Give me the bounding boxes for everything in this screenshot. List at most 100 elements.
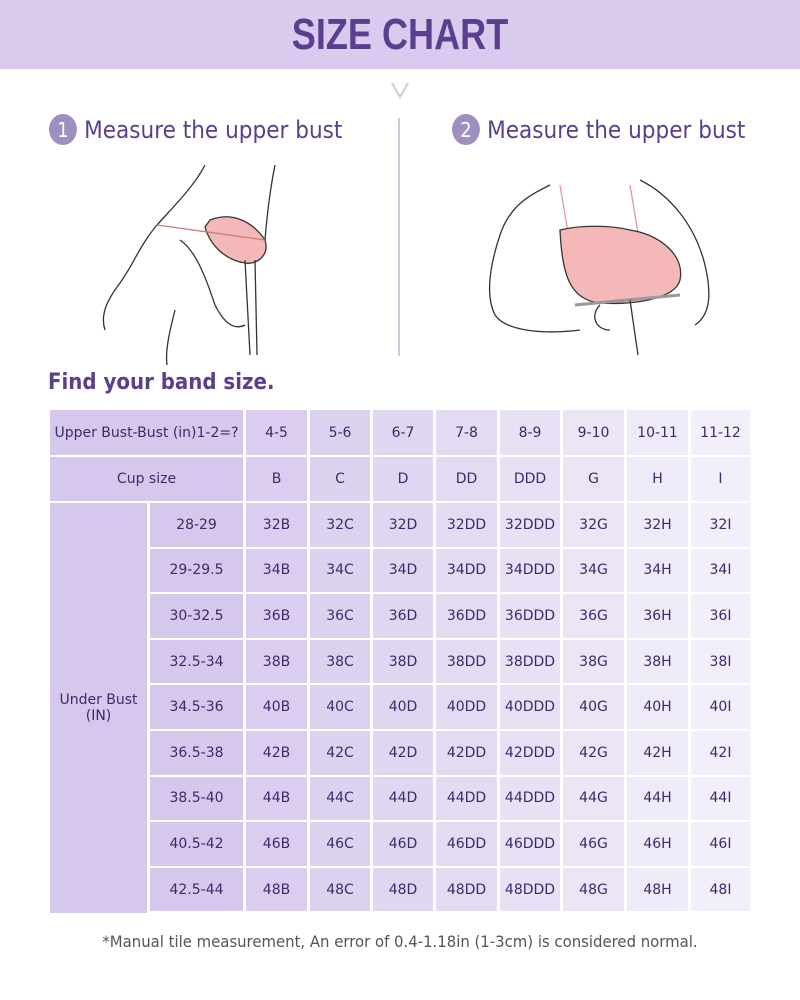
size-cell: 42DD [436, 731, 497, 775]
size-cell: 48D [373, 867, 433, 912]
size-cell: 44DDD [500, 776, 560, 821]
diff-value: 10-11 [627, 410, 688, 455]
diff-value: 9-10 [563, 410, 624, 455]
size-cell: 34D [373, 548, 433, 593]
under-bust-range: 32.5-34 [150, 639, 243, 684]
title-banner: SIZE CHART [0, 0, 800, 69]
cup-value: G [563, 457, 624, 501]
size-cell: 40D [373, 685, 433, 729]
step-label-1: Measure the upper bust [84, 115, 343, 144]
size-cell: 34C [310, 548, 370, 593]
size-cell: 36D [373, 594, 433, 638]
size-cell: 42I [691, 731, 750, 775]
chevron-down-icon [391, 82, 409, 100]
size-cell: 44I [691, 776, 750, 821]
cup-value: H [627, 457, 688, 501]
size-cell: 38I [691, 639, 750, 684]
size-cell: 36C [310, 594, 370, 638]
size-cell: 48DDD [500, 867, 560, 912]
size-cell: 38DDD [500, 639, 560, 684]
size-cell: 48I [691, 867, 750, 912]
size-cell: 46B [246, 822, 307, 866]
size-cell: 48DD [436, 867, 497, 912]
step-number-1: 1 [49, 114, 77, 145]
size-cell: 40G [563, 685, 624, 729]
size-cell: 48G [563, 867, 624, 912]
size-chart-table: Upper Bust-Bust (in)1-2=? Cup size Under B… [50, 410, 750, 913]
diff-value: 11-12 [691, 410, 750, 455]
size-cell: 44DD [436, 776, 497, 821]
upper-bust-illustration-front [488, 179, 710, 356]
step-1: 1 Measure the upper bust [49, 114, 342, 145]
under-bust-range: 40.5-42 [150, 822, 243, 866]
size-cell: 36H [627, 594, 688, 638]
size-cell: 38C [310, 639, 370, 684]
cup-value: I [691, 457, 750, 501]
size-cell: 34DD [436, 548, 497, 593]
size-cell: 42B [246, 731, 307, 775]
under-bust-range: 38.5-40 [150, 776, 243, 821]
under-bust-range: 42.5-44 [150, 867, 243, 912]
size-cell: 36DDD [500, 594, 560, 638]
size-cell: 34DDD [500, 548, 560, 593]
size-cell: 46DD [436, 822, 497, 866]
under-bust-range: 28-29 [150, 503, 243, 547]
size-cell: 42G [563, 731, 624, 775]
size-cell: 34B [246, 548, 307, 593]
size-cell: 32DD [436, 503, 497, 547]
step-label-2: Measure the upper bust [487, 115, 746, 144]
divider [398, 118, 400, 356]
under-bust-range: 34.5-36 [150, 685, 243, 729]
size-cell: 32B [246, 503, 307, 547]
diff-value: 5-6 [310, 410, 370, 455]
size-cell: 46D [373, 822, 433, 866]
under-bust-range: 29-29.5 [150, 548, 243, 593]
size-cell: 34G [563, 548, 624, 593]
size-cell: 44D [373, 776, 433, 821]
size-cell: 32DDD [500, 503, 560, 547]
size-cell: 48C [310, 867, 370, 912]
size-cell: 40DD [436, 685, 497, 729]
size-cell: 48H [627, 867, 688, 912]
size-cell: 38H [627, 639, 688, 684]
size-cell: 32G [563, 503, 624, 547]
size-cell: 36G [563, 594, 624, 638]
cup-value: DD [436, 457, 497, 501]
size-cell: 40DDD [500, 685, 560, 729]
size-cell: 48B [246, 867, 307, 912]
size-cell: 36I [691, 594, 750, 638]
size-cell: 46H [627, 822, 688, 866]
diff-value: 4-5 [246, 410, 307, 455]
size-cell: 36B [246, 594, 307, 638]
size-cell: 44H [627, 776, 688, 821]
size-cell: 38G [563, 639, 624, 684]
size-cell: 46I [691, 822, 750, 866]
size-cell: 34H [627, 548, 688, 593]
step-2: 2 Measure the upper bust [452, 114, 745, 145]
size-cell: 42H [627, 731, 688, 775]
size-cell: 42C [310, 731, 370, 775]
size-cell: 46G [563, 822, 624, 866]
cup-value: D [373, 457, 433, 501]
diff-value: 8-9 [500, 410, 560, 455]
cup-value: DDD [500, 457, 560, 501]
size-cell: 40H [627, 685, 688, 729]
size-cell: 46DDD [500, 822, 560, 866]
upper-bust-illustration-side [102, 165, 276, 365]
size-cell: 44C [310, 776, 370, 821]
under-bust-range: 36.5-38 [150, 731, 243, 775]
size-cell: 38DD [436, 639, 497, 684]
under-bust-range: 30-32.5 [150, 594, 243, 638]
size-cell: 40I [691, 685, 750, 729]
size-cell: 46C [310, 822, 370, 866]
size-cell: 38B [246, 639, 307, 684]
page-title: SIZE CHART [291, 9, 509, 59]
size-cell: 44B [246, 776, 307, 821]
diff-header: Upper Bust-Bust (in)1-2=? [50, 410, 243, 455]
size-cell: 42D [373, 731, 433, 775]
size-cell: 40B [246, 685, 307, 729]
size-cell: 32D [373, 503, 433, 547]
size-cell: 42DDD [500, 731, 560, 775]
diff-value: 6-7 [373, 410, 433, 455]
cup-value: B [246, 457, 307, 501]
